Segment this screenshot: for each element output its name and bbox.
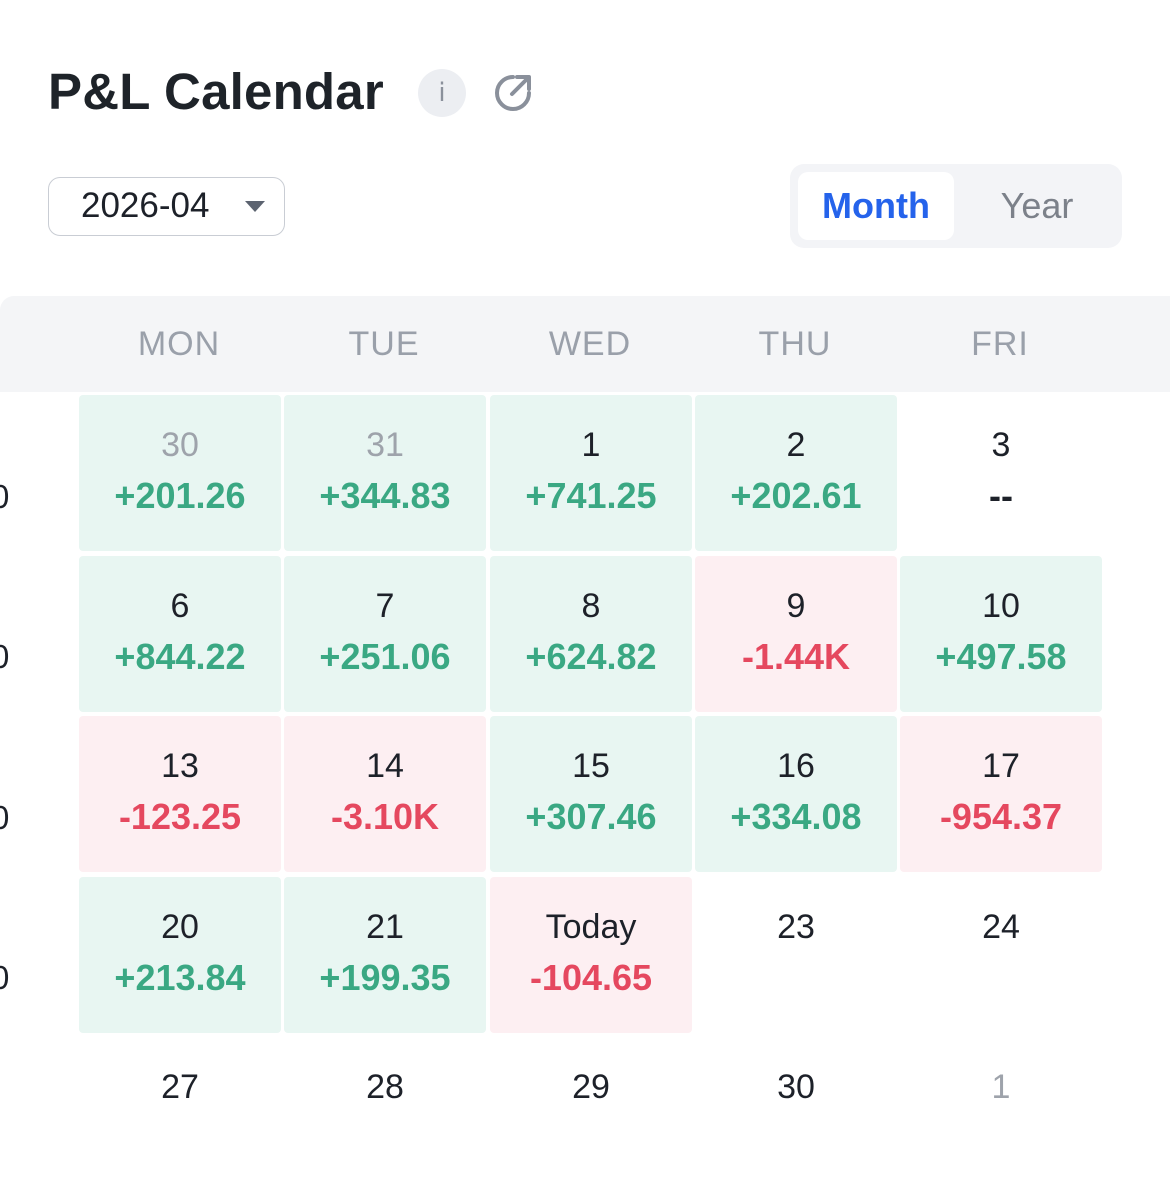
day-number: 7 xyxy=(375,587,395,625)
view-toggle: Month Year xyxy=(790,164,1122,248)
calendar-day-cell[interactable]: 31 +344.83 xyxy=(284,395,486,551)
calendar-day-cell[interactable]: 24 xyxy=(900,877,1102,1033)
calendar-day-cell[interactable]: 29 xyxy=(490,1037,692,1188)
day-number: 1 xyxy=(581,426,601,464)
day-number: 3 xyxy=(991,426,1011,464)
day-pnl-value: -954.37 xyxy=(939,796,1063,837)
day-pnl-value: +199.35 xyxy=(319,957,451,998)
calendar-day-cell[interactable]: 3 -- xyxy=(900,395,1102,551)
day-number: 13 xyxy=(161,747,199,785)
day-number: 30 xyxy=(777,1068,815,1106)
info-icon[interactable]: i xyxy=(418,69,466,117)
day-number: 21 xyxy=(366,908,404,946)
day-number: 31 xyxy=(366,426,404,464)
calendar-day-cell[interactable]: 15 +307.46 xyxy=(490,716,692,872)
day-pnl-value: +251.06 xyxy=(319,636,451,677)
calendar-day-cell[interactable]: 20 +213.84 xyxy=(79,877,281,1033)
day-pnl-value: -3.10K xyxy=(330,796,440,837)
day-pnl-value: +334.08 xyxy=(730,796,862,837)
day-pnl-value: -- xyxy=(989,475,1013,516)
calendar-day-cell[interactable]: 7 +251.06 xyxy=(284,556,486,712)
day-number: 30 xyxy=(161,426,199,464)
weekday-sun-partial: N xyxy=(0,296,74,392)
day-pnl-value: +307.46 xyxy=(525,796,657,837)
calendar-day-cell[interactable]: 13 -123.25 xyxy=(79,716,281,872)
day-number: 8 xyxy=(581,587,601,625)
weekday-header: N MON TUE WED THU FRI xyxy=(0,296,1170,392)
day-number: 2 xyxy=(786,426,806,464)
day-pnl-value: +213.84 xyxy=(114,957,246,998)
calendar-day-cell[interactable]: 10 +497.58 xyxy=(900,556,1102,712)
week-total-partial: 0 xyxy=(0,959,10,996)
day-pnl-value: +844.22 xyxy=(114,636,246,677)
day-pnl-value: +344.83 xyxy=(319,475,451,516)
day-pnl-value: +741.25 xyxy=(525,475,657,516)
day-number: 10 xyxy=(982,587,1020,625)
day-number: 9 xyxy=(786,587,806,625)
day-pnl-value: +497.58 xyxy=(935,636,1067,677)
calendar-day-cell[interactable]: 30 +201.26 xyxy=(79,395,281,551)
day-number: 20 xyxy=(161,908,199,946)
day-number: 14 xyxy=(366,747,404,785)
day-number: 27 xyxy=(161,1068,199,1106)
calendar-day-cell[interactable]: 8 +624.82 xyxy=(490,556,692,712)
calendar-day-cell[interactable]: Today -104.65 xyxy=(490,877,692,1033)
calendar-day-cell[interactable]: 9 -1.44K xyxy=(695,556,897,712)
calendar-day-cell[interactable]: 16 +334.08 xyxy=(695,716,897,872)
calendar-day-cell[interactable]: 23 xyxy=(695,877,897,1033)
week-total-partial: 0 xyxy=(0,478,10,515)
day-number: 1 xyxy=(991,1068,1011,1106)
calendar-day-cell[interactable]: 28 xyxy=(284,1037,486,1188)
weekday-thu: THU xyxy=(758,325,832,363)
calendar-day-cell[interactable]: 17 -954.37 xyxy=(900,716,1102,872)
calendar-day-cell[interactable]: 6 +844.22 xyxy=(79,556,281,712)
day-number: Today xyxy=(545,908,637,946)
year-toggle-button[interactable]: Year xyxy=(1000,185,1074,226)
calendar-day-cell[interactable]: 30 xyxy=(695,1037,897,1188)
calendar-day-cell[interactable]: 1 xyxy=(900,1037,1102,1188)
weekday-mon: MON xyxy=(137,325,221,363)
day-pnl-value: +202.61 xyxy=(730,475,862,516)
weekday-wed: WED xyxy=(548,325,632,363)
day-number: 24 xyxy=(982,908,1020,946)
day-number: 28 xyxy=(366,1068,404,1106)
calendar-day-cell[interactable]: 21 +199.35 xyxy=(284,877,486,1033)
day-pnl-value: -1.44K xyxy=(741,636,851,677)
day-pnl-value: -123.25 xyxy=(118,796,242,837)
day-number: 29 xyxy=(572,1068,610,1106)
week-total-partial: 0 xyxy=(0,799,10,836)
weekday-fri: FRI xyxy=(971,325,1029,363)
month-toggle-button[interactable]: Month xyxy=(798,172,954,240)
calendar-day-cell[interactable]: 27 xyxy=(79,1037,281,1188)
day-number: 16 xyxy=(777,747,815,785)
week-total-partial: 0 xyxy=(0,638,10,675)
day-number: 15 xyxy=(572,747,610,785)
page-title: P&L Calendar xyxy=(48,63,384,120)
calendar-day-cell[interactable]: 14 -3.10K xyxy=(284,716,486,872)
day-pnl-value: +201.26 xyxy=(114,475,246,516)
day-pnl-value: +624.82 xyxy=(525,636,657,677)
day-number: 6 xyxy=(170,587,190,625)
day-number: 23 xyxy=(777,908,815,946)
day-pnl-value: -104.65 xyxy=(529,957,653,998)
day-number: 17 xyxy=(982,747,1020,785)
external-link-icon[interactable] xyxy=(492,72,534,114)
calendar-day-cell[interactable]: 2 +202.61 xyxy=(695,395,897,551)
caret-down-icon[interactable] xyxy=(245,201,265,212)
weekday-tue: TUE xyxy=(348,325,420,363)
month-select-value: 2026-04 xyxy=(81,186,210,225)
calendar-day-cell[interactable]: 1 +741.25 xyxy=(490,395,692,551)
